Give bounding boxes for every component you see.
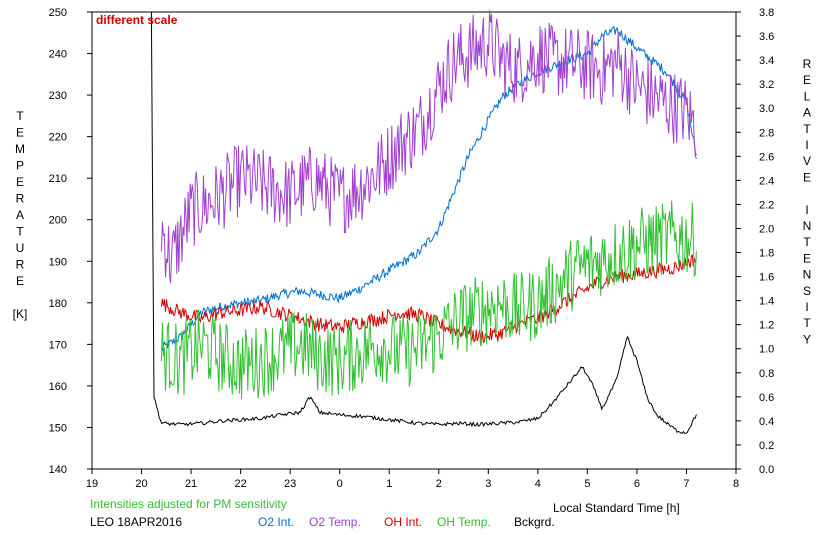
- y-right-label-letter: S: [803, 284, 811, 298]
- y-right-tick-label: 0.0: [759, 464, 774, 476]
- legend-entry: Bckgrd.: [514, 515, 555, 529]
- series-line: [160, 200, 697, 399]
- y-right-label-letter: R: [803, 57, 812, 71]
- series-o2-temp: [160, 10, 697, 283]
- y-left-label-letter: R: [16, 258, 25, 272]
- y-right-tick-label: 0.2: [759, 440, 774, 452]
- y-left-tick-label: 250: [49, 7, 67, 19]
- y-right-label-letter: N: [803, 268, 812, 282]
- y-right-label-letter: Y: [803, 332, 811, 346]
- y-left-tick-label: 240: [49, 49, 67, 61]
- y-right-label-letter: V: [803, 154, 811, 168]
- y-right-label-letter: E: [803, 251, 811, 265]
- series-line: [160, 26, 697, 352]
- legend-entry: OH Int.: [384, 515, 422, 529]
- y-right-label-letter: N: [803, 219, 812, 233]
- series-line: [150, 11, 697, 434]
- y-left-label-letter: P: [16, 159, 24, 173]
- plot-frame: [91, 11, 737, 470]
- legend-entry: OH Temp.: [437, 515, 491, 529]
- y-left-label-letter: E: [16, 126, 24, 140]
- y-right-tick-label: 2.2: [759, 199, 774, 211]
- y-right-tick-label: 0.4: [759, 416, 774, 428]
- y-right-tick-label: 2.0: [759, 223, 774, 235]
- x-tick-label: 23: [284, 478, 296, 490]
- plot-area: [150, 10, 697, 434]
- y-right-tick-label: 3.6: [759, 31, 774, 43]
- y-left-label-letter: A: [16, 208, 24, 222]
- y-right-tick-label: 3.8: [759, 7, 774, 19]
- y-left-tick-label: 230: [49, 90, 67, 102]
- axes: 19 20 21 22 23 0 1 2 3 4 5 6 7 8140150160170180190200…: [49, 7, 775, 490]
- y-left-label-letter: E: [16, 175, 24, 189]
- x-tick-label: 21: [185, 478, 197, 490]
- y-right-tick-label: 3.4: [759, 55, 774, 67]
- y-right-tick-label: 1.2: [759, 320, 774, 332]
- series-o2-int: [160, 26, 697, 352]
- x-tick-label: 22: [234, 478, 246, 490]
- series-line: [160, 10, 697, 283]
- x-tick-label: 7: [683, 478, 689, 490]
- y-right-label-letter: I: [805, 203, 808, 217]
- y-right-label-letter: T: [803, 235, 811, 249]
- y-right-tick-label: 2.6: [759, 151, 774, 163]
- legend-entry: O2 Int.: [258, 515, 294, 529]
- y-right-tick-label: 0.6: [759, 392, 774, 404]
- y-right-label-letter: T: [803, 122, 811, 136]
- y-left-label-letter: T: [16, 225, 24, 239]
- y-left-tick-label: 200: [49, 215, 67, 227]
- annotation-different-scale: different scale: [96, 13, 178, 27]
- y-left-tick-label: 180: [49, 298, 67, 310]
- x-tick-label: 2: [436, 478, 442, 490]
- y-right-tick-label: 2.8: [759, 127, 774, 139]
- legend-entry: O2 Temp.: [309, 515, 361, 529]
- y-right-label-letter: I: [805, 138, 808, 152]
- y-right-label-letter: E: [803, 73, 811, 87]
- y-left-label-letter: M: [15, 142, 25, 156]
- y-left-tick-label: 220: [49, 132, 67, 144]
- y-left-tick-label: 210: [49, 173, 67, 185]
- y-left-tick-label: 190: [49, 256, 67, 268]
- y-right-tick-label: 2.4: [759, 175, 774, 187]
- y-right-tick-label: 1.6: [759, 272, 774, 284]
- y-right-tick-label: 1.8: [759, 248, 774, 260]
- x-tick-label: 0: [337, 478, 343, 490]
- note-pm-sensitivity: Intensities adjusted for PM sensitivity: [90, 497, 287, 511]
- y-right-tick-label: 1.0: [759, 344, 774, 356]
- x-tick-label: 8: [733, 478, 739, 490]
- x-axis-label: Local Standard Time [h]: [553, 501, 680, 515]
- y-left-label-letter: E: [16, 274, 24, 288]
- y-left-label-letter: [K]: [13, 307, 28, 321]
- y-left-label-letter: T: [16, 109, 24, 123]
- x-tick-label: 20: [135, 478, 147, 490]
- y-right-tick-label: 1.4: [759, 296, 774, 308]
- legend: O2 Int. O2 Temp. OH Int. OH Temp. Bckgrd.: [258, 515, 555, 529]
- series-oh-temp: [160, 200, 697, 399]
- y-right-tick-label: 3.2: [759, 79, 774, 91]
- x-tick-label: 4: [535, 478, 541, 490]
- y-right-tick-label: 0.8: [759, 368, 774, 380]
- y-left-label-letter: R: [16, 192, 25, 206]
- y-left-label-letter: U: [16, 241, 25, 255]
- y-left-tick-label: 170: [49, 339, 67, 351]
- x-tick-label: 19: [86, 478, 98, 490]
- y-right-tick-label: 3.0: [759, 103, 774, 115]
- y-right-label-letter: I: [805, 300, 808, 314]
- y-right-label-letter: T: [803, 316, 811, 330]
- series-bckgrd: [150, 11, 697, 434]
- x-tick-label: 1: [386, 478, 392, 490]
- y-right-label-letter: L: [804, 89, 811, 103]
- y-left-tick-label: 140: [49, 464, 67, 476]
- x-tick-label: 3: [485, 478, 491, 490]
- y-left-tick-label: 150: [49, 422, 67, 434]
- x-tick-label: 6: [634, 478, 640, 490]
- y-right-label-letter: E: [803, 170, 811, 184]
- y-right-label-letter: A: [803, 106, 811, 120]
- y-left-tick-label: 160: [49, 381, 67, 393]
- station-date: LEO 18APR2016: [90, 515, 182, 529]
- x-tick-label: 5: [584, 478, 590, 490]
